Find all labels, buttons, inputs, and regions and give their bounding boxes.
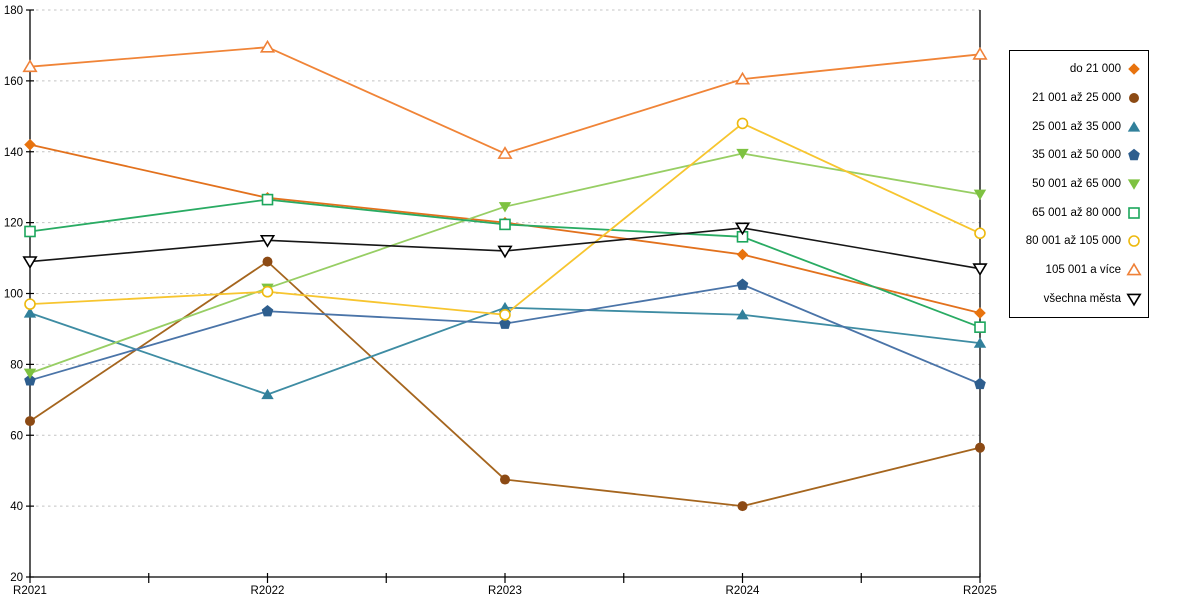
- series-markers-1: [25, 256, 985, 512]
- legend-marker-icon: [1128, 63, 1140, 76]
- series-markers-7: [22, 39, 988, 159]
- data-point: [734, 222, 751, 236]
- legend-item: 105 001 a více: [1014, 262, 1142, 278]
- data-point: [499, 317, 511, 329]
- data-point: [261, 285, 274, 298]
- data-point: [24, 225, 36, 238]
- data-point: [262, 256, 273, 267]
- x-tick-label: R2023: [488, 585, 522, 597]
- y-tick-label: 80: [10, 359, 23, 371]
- x-tick-label: R2022: [251, 585, 285, 597]
- data-point: [497, 146, 513, 159]
- series-line-7: [29, 46, 981, 155]
- plot-area: 20 40 60 80 100 120 140 160 180 R2021 R2022 R2023 R2…: [4, 5, 997, 597]
- legend: do 21 000 21 001 až 25 000 25 001 až 35 00…: [1009, 50, 1149, 318]
- data-point: [736, 117, 749, 130]
- data-point: [23, 368, 37, 380]
- data-point: [22, 256, 38, 269]
- legend-marker-icon: [1126, 293, 1142, 306]
- legend-marker-icon: [1129, 92, 1139, 103]
- data-point: [972, 263, 988, 277]
- legend-marker-icon: [1127, 179, 1141, 190]
- legend-item-label: 105 001 a více: [1045, 263, 1121, 276]
- y-tick-label: 60: [10, 430, 23, 442]
- legend-item: všechna města: [1014, 291, 1142, 307]
- series-markers-3: [24, 278, 986, 390]
- series-line-4: [29, 152, 981, 375]
- legend-item: 50 001 až 65 000: [1014, 176, 1142, 192]
- y-tick-label: 40: [10, 501, 23, 513]
- y-tick-label: 20: [10, 572, 23, 584]
- data-point: [261, 388, 274, 400]
- series-markers-8: [22, 222, 988, 277]
- legend-item-label: 80 001 až 105 000: [1025, 235, 1121, 248]
- legend-item-label: 35 001 až 50 000: [1032, 149, 1121, 162]
- legend-item-label: 50 001 až 65 000: [1032, 177, 1121, 190]
- data-point: [736, 278, 749, 290]
- data-point: [974, 321, 986, 333]
- data-point: [974, 377, 986, 390]
- data-point: [22, 59, 38, 73]
- data-point: [500, 474, 510, 485]
- data-point: [734, 71, 751, 85]
- legend-item-label: 21 001 až 25 000: [1032, 91, 1121, 104]
- data-point: [973, 337, 987, 348]
- series-markers-4: [23, 148, 987, 380]
- y-tick-label: 100: [4, 289, 23, 301]
- series-markers-6: [24, 117, 986, 321]
- series-line-3: [29, 283, 981, 385]
- data-point: [259, 234, 276, 248]
- data-point: [974, 227, 986, 240]
- data-point: [259, 39, 276, 53]
- data-point: [974, 307, 986, 319]
- legend-item-label: 25 001 až 35 000: [1032, 120, 1121, 133]
- data-point: [736, 148, 749, 160]
- data-point: [498, 202, 512, 213]
- data-point: [24, 374, 36, 386]
- legend-marker-icon: [1128, 235, 1140, 248]
- y-tick-label: 160: [4, 76, 23, 88]
- data-point: [24, 138, 36, 151]
- data-point: [973, 189, 987, 201]
- legend-item: do 21 000: [1014, 61, 1142, 77]
- x-tick-label: R2021: [13, 585, 47, 597]
- y-tick-label: 180: [4, 5, 23, 17]
- data-point: [499, 308, 511, 321]
- data-point: [499, 218, 511, 231]
- data-point: [736, 308, 749, 320]
- data-point: [261, 193, 274, 206]
- legend-item: 21 001 až 25 000: [1014, 90, 1142, 106]
- legend-item: 25 001 až 35 000: [1014, 119, 1142, 135]
- x-tick-label: R2025: [963, 585, 997, 597]
- legend-item-label: všechna města: [1043, 292, 1121, 305]
- data-point: [736, 248, 749, 261]
- data-point: [498, 301, 512, 313]
- data-point: [737, 501, 748, 512]
- data-point: [972, 46, 988, 60]
- data-point: [975, 442, 985, 453]
- series-markers-2: [23, 301, 987, 400]
- data-point: [25, 416, 35, 427]
- data-point: [23, 307, 37, 318]
- series-line-1: [29, 260, 981, 508]
- legend-marker-icon: [1127, 120, 1141, 132]
- legend-item: 80 001 až 105 000: [1014, 233, 1142, 249]
- legend-item-label: do 21 000: [1069, 63, 1121, 76]
- legend-marker-icon: [1126, 262, 1142, 276]
- series-markers-5: [24, 193, 986, 333]
- legend-item: 65 001 až 80 000: [1014, 205, 1142, 221]
- y-tick-label: 120: [4, 218, 23, 230]
- legend-marker-icon: [1128, 149, 1140, 161]
- x-tick-label: R2024: [726, 585, 760, 597]
- data-point: [261, 305, 274, 317]
- legend-item: 35 001 až 50 000: [1014, 147, 1142, 163]
- legend-item-label: 65 001 až 80 000: [1032, 206, 1121, 219]
- legend-marker-icon: [1128, 206, 1140, 219]
- y-tick-label: 140: [4, 147, 23, 159]
- data-point: [497, 245, 513, 259]
- data-point: [24, 298, 36, 310]
